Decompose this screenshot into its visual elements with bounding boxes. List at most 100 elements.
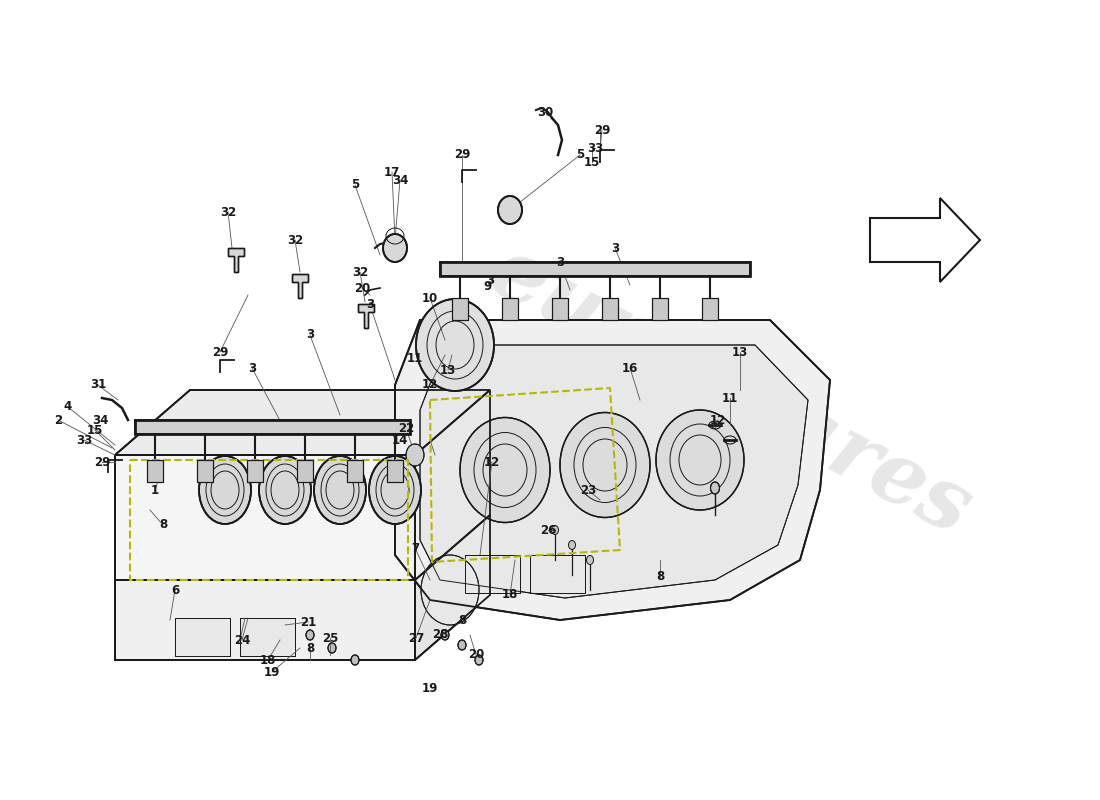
Text: 7: 7 <box>411 542 419 554</box>
Text: 11: 11 <box>407 351 424 365</box>
Text: 19: 19 <box>421 682 438 694</box>
Text: 32: 32 <box>287 234 304 246</box>
Bar <box>197 460 213 482</box>
Text: 11: 11 <box>722 391 738 405</box>
Text: 32: 32 <box>352 266 368 278</box>
Text: 29: 29 <box>454 149 470 162</box>
Bar <box>297 460 313 482</box>
Bar <box>135 420 410 434</box>
Text: 12: 12 <box>710 414 726 426</box>
Text: 20: 20 <box>354 282 370 294</box>
Bar <box>175 618 230 656</box>
Text: 15: 15 <box>584 155 601 169</box>
Text: 24: 24 <box>234 634 250 646</box>
Bar <box>502 298 518 320</box>
Text: 23: 23 <box>580 483 596 497</box>
Bar <box>465 555 520 593</box>
Text: 33: 33 <box>76 434 92 446</box>
Text: 3: 3 <box>366 298 374 311</box>
Text: 29: 29 <box>212 346 228 358</box>
Text: 3: 3 <box>610 242 619 254</box>
Ellipse shape <box>458 640 466 650</box>
Text: 8: 8 <box>306 642 315 654</box>
Polygon shape <box>415 515 490 660</box>
Text: 27: 27 <box>408 631 425 645</box>
Bar <box>602 298 618 320</box>
Text: 29: 29 <box>594 123 610 137</box>
Text: 30: 30 <box>537 106 553 118</box>
Ellipse shape <box>416 299 494 391</box>
Text: 8: 8 <box>656 570 664 583</box>
Bar <box>346 460 363 482</box>
Ellipse shape <box>560 413 650 518</box>
Text: 13: 13 <box>440 363 456 377</box>
Text: 32: 32 <box>220 206 236 218</box>
Ellipse shape <box>314 456 366 524</box>
Text: 3: 3 <box>556 255 564 269</box>
Bar <box>240 618 295 656</box>
Bar <box>147 460 163 482</box>
Ellipse shape <box>306 630 313 640</box>
Bar <box>297 460 313 482</box>
Bar <box>452 298 468 320</box>
Bar <box>602 298 618 320</box>
Text: 14: 14 <box>392 434 408 446</box>
Ellipse shape <box>475 655 483 665</box>
Polygon shape <box>116 580 415 660</box>
Bar <box>387 460 403 482</box>
Text: 33: 33 <box>587 142 603 154</box>
Ellipse shape <box>383 234 407 262</box>
Text: 19: 19 <box>264 666 280 678</box>
Ellipse shape <box>351 655 359 665</box>
Ellipse shape <box>586 555 594 565</box>
Bar <box>502 298 518 320</box>
Text: 18: 18 <box>260 654 276 666</box>
Ellipse shape <box>551 526 559 534</box>
Ellipse shape <box>421 555 478 625</box>
Text: 21: 21 <box>300 615 316 629</box>
Bar <box>465 555 520 593</box>
Bar <box>135 420 410 434</box>
Polygon shape <box>116 455 415 580</box>
Ellipse shape <box>441 630 449 640</box>
Bar <box>175 618 230 656</box>
Text: 10: 10 <box>422 291 438 305</box>
Ellipse shape <box>328 643 336 653</box>
Text: 3: 3 <box>306 329 315 342</box>
Ellipse shape <box>258 456 311 524</box>
Text: 1: 1 <box>151 483 160 497</box>
Ellipse shape <box>460 418 550 522</box>
Bar <box>702 298 718 320</box>
Text: 12: 12 <box>484 455 500 469</box>
Text: 5: 5 <box>351 178 359 191</box>
Bar <box>346 460 363 482</box>
Text: 5: 5 <box>576 149 584 162</box>
Ellipse shape <box>569 541 575 550</box>
Text: 28: 28 <box>432 629 448 642</box>
Ellipse shape <box>498 196 522 224</box>
Ellipse shape <box>199 456 251 524</box>
Polygon shape <box>116 390 490 455</box>
Bar <box>387 460 403 482</box>
Ellipse shape <box>406 444 424 466</box>
Bar <box>248 460 263 482</box>
Bar <box>240 618 295 656</box>
Polygon shape <box>420 345 808 598</box>
Bar <box>440 262 750 276</box>
Bar <box>552 298 568 320</box>
Text: 8: 8 <box>158 518 167 531</box>
Text: 25: 25 <box>322 631 338 645</box>
Polygon shape <box>292 274 308 298</box>
Polygon shape <box>358 304 374 328</box>
Bar <box>452 298 468 320</box>
Bar <box>197 460 213 482</box>
Text: 3: 3 <box>486 274 494 286</box>
Bar <box>248 460 263 482</box>
Text: 26: 26 <box>540 523 557 537</box>
Polygon shape <box>415 390 490 580</box>
Bar <box>147 460 163 482</box>
Ellipse shape <box>368 456 421 524</box>
Text: 29: 29 <box>94 455 110 469</box>
Bar <box>530 555 585 593</box>
Bar <box>652 298 668 320</box>
